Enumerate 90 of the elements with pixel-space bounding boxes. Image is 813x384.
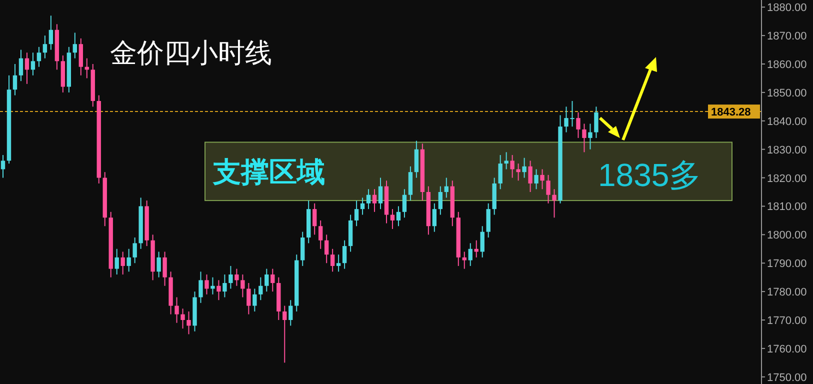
candlestick bbox=[126, 248, 131, 272]
y-tick-label: 1880.00 bbox=[767, 2, 807, 14]
candlestick bbox=[114, 248, 119, 275]
candlestick bbox=[234, 268, 239, 286]
candlestick bbox=[300, 231, 305, 266]
candlestick bbox=[432, 202, 437, 232]
candlestick bbox=[186, 310, 191, 335]
y-tick-label: 1850.00 bbox=[767, 87, 807, 100]
candlestick bbox=[198, 271, 203, 304]
candlestick bbox=[498, 154, 502, 190]
candlestick bbox=[240, 274, 245, 298]
candlestick bbox=[594, 106, 598, 138]
candlestick bbox=[402, 188, 407, 218]
y-tick-label: 1760.00 bbox=[767, 343, 807, 356]
candlestick bbox=[252, 288, 257, 312]
candlestick bbox=[18, 49, 24, 82]
candlestick bbox=[120, 251, 125, 275]
candlestick bbox=[324, 234, 329, 264]
candlestick bbox=[36, 46, 42, 68]
candlestick bbox=[222, 274, 227, 298]
candlestick bbox=[510, 154, 514, 178]
candlestick bbox=[408, 166, 413, 202]
candlestick bbox=[174, 296, 179, 324]
candlestick bbox=[270, 268, 275, 292]
candlestick bbox=[582, 123, 586, 153]
annotation: 1835多 bbox=[598, 157, 702, 193]
candlestick bbox=[318, 220, 323, 250]
ref-line-label: 1843.28 bbox=[711, 106, 751, 119]
candlestick bbox=[354, 200, 359, 227]
candlestick bbox=[444, 177, 449, 198]
candlestick bbox=[462, 251, 466, 270]
candlestick bbox=[342, 240, 347, 270]
candlestick bbox=[468, 242, 472, 266]
y-tick-label: 1780.00 bbox=[767, 286, 807, 299]
candlestick bbox=[336, 254, 341, 272]
candlestick bbox=[360, 197, 365, 216]
candlestick bbox=[24, 52, 30, 84]
y-tick-label: 1840.00 bbox=[767, 116, 807, 128]
candlestick bbox=[78, 38, 83, 76]
candlestick bbox=[588, 123, 592, 150]
candlestick bbox=[528, 160, 532, 192]
candlestick bbox=[0, 154, 6, 178]
candlestick bbox=[156, 251, 161, 278]
candlestick bbox=[258, 276, 263, 301]
candlestick bbox=[366, 188, 371, 210]
y-tick-label: 1770.00 bbox=[767, 315, 807, 327]
candlestick bbox=[480, 226, 484, 258]
candlestick bbox=[282, 305, 287, 364]
candlestick bbox=[30, 52, 36, 76]
candlestick bbox=[312, 202, 317, 236]
y-tick-label: 1750.00 bbox=[767, 372, 807, 384]
candlestick bbox=[264, 268, 269, 292]
candlestick bbox=[390, 208, 395, 230]
y-tick-label: 1800.00 bbox=[767, 230, 807, 242]
candlestick bbox=[228, 265, 233, 290]
candlestick bbox=[438, 186, 443, 216]
candlestick bbox=[216, 280, 221, 301]
candlestick bbox=[576, 112, 580, 138]
candlestick bbox=[12, 64, 18, 96]
candlestick bbox=[72, 32, 77, 59]
candlestick bbox=[504, 152, 508, 170]
candlestick bbox=[378, 177, 383, 210]
candlestick bbox=[546, 174, 550, 204]
y-tick-label: 1790.00 bbox=[767, 258, 807, 270]
candlestick bbox=[42, 35, 48, 59]
band-label: 支撑区域 bbox=[212, 155, 325, 188]
candlestick bbox=[540, 168, 544, 190]
text: 金价四小时线 bbox=[110, 38, 272, 69]
candlestick bbox=[522, 157, 526, 178]
y-tick-label: 1820.00 bbox=[767, 172, 807, 185]
candlestick bbox=[162, 251, 167, 286]
candlestick bbox=[396, 206, 401, 227]
y-tick-label: 1830.00 bbox=[767, 144, 807, 156]
candlestick bbox=[48, 15, 54, 50]
y-tick-label: 1810.00 bbox=[767, 201, 807, 214]
candlestick bbox=[288, 300, 293, 326]
candlestick bbox=[132, 237, 137, 264]
candlestick bbox=[516, 163, 520, 182]
candlestick bbox=[486, 202, 490, 238]
y-tick-label: 1860.00 bbox=[767, 59, 807, 71]
candlestick bbox=[552, 188, 556, 218]
candlestick bbox=[414, 140, 419, 178]
candlestick bbox=[204, 274, 209, 295]
candlestick bbox=[330, 248, 335, 272]
candlestick bbox=[534, 168, 538, 190]
candlestick bbox=[210, 276, 215, 295]
y-tick-label: 1870.00 bbox=[767, 30, 807, 43]
candlestick bbox=[372, 188, 377, 212]
candlestick bbox=[180, 308, 185, 330]
candlestick bbox=[246, 282, 251, 315]
